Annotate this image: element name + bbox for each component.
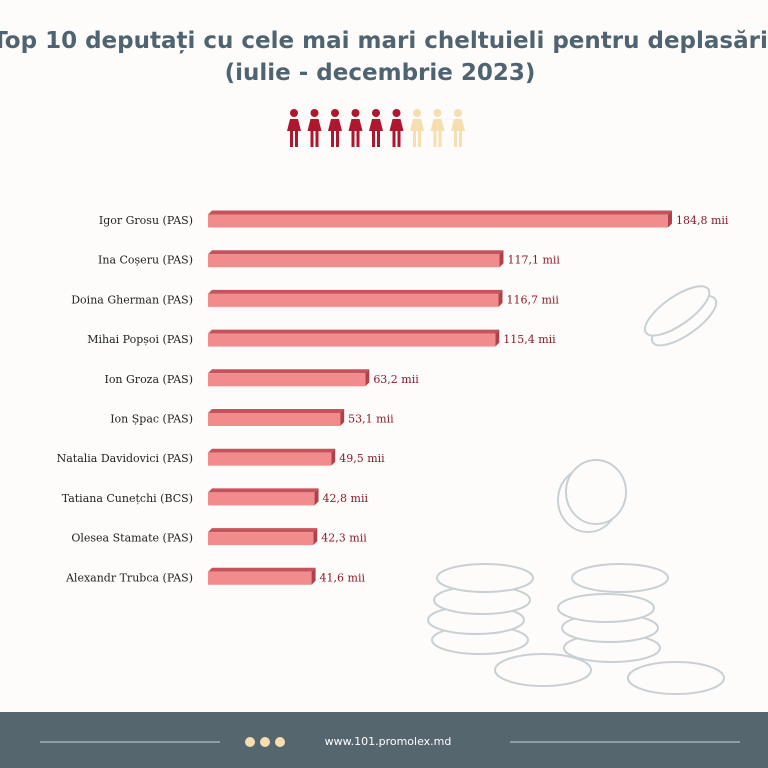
- footer-dot: [245, 737, 255, 747]
- bar-side: [311, 567, 316, 585]
- bar-top: [208, 369, 370, 374]
- category-label: Tatiana Cunețchi (BCS): [62, 492, 193, 505]
- category-label: Ina Coșeru (PAS): [98, 254, 193, 267]
- value-label: 117,1 mii: [507, 254, 560, 267]
- value-label: 116,7 mii: [506, 293, 559, 306]
- bar: [208, 333, 496, 347]
- footer-bar: [0, 712, 768, 768]
- value-label: 41,6 mii: [320, 571, 366, 584]
- category-label: Olesea Stamate (PAS): [71, 532, 193, 545]
- category-label: Alexandr Trubca (PAS): [65, 571, 193, 584]
- person-body: [307, 119, 322, 147]
- person-body: [389, 119, 404, 147]
- bar: [208, 214, 668, 228]
- bar-top: [208, 448, 336, 453]
- person-head: [331, 109, 339, 117]
- bar-side: [314, 488, 319, 506]
- person-head: [372, 109, 380, 117]
- person-head: [310, 109, 319, 117]
- bar-side: [499, 250, 504, 268]
- footer-dot: [275, 737, 285, 747]
- chart-subtitle: (iulie - decembrie 2023): [225, 60, 536, 86]
- bar-side: [365, 369, 370, 387]
- bar-side: [313, 528, 318, 546]
- category-label: Igor Grosu (PAS): [99, 214, 193, 227]
- category-label: Mihai Popșoi (PAS): [87, 333, 193, 346]
- category-label: Doina Gherman (PAS): [71, 293, 193, 306]
- bar: [208, 373, 366, 387]
- person-body: [430, 119, 445, 147]
- value-label: 63,2 mii: [373, 373, 419, 386]
- bar: [208, 254, 500, 268]
- bar-top: [208, 329, 500, 334]
- bar-group: [208, 528, 318, 546]
- bar: [208, 571, 312, 585]
- person-body: [369, 119, 383, 147]
- person-head: [392, 109, 401, 117]
- bar-top: [208, 289, 503, 294]
- bar-group: [208, 409, 345, 426]
- person-body: [348, 119, 363, 147]
- bar-group: [208, 448, 336, 466]
- bar-group: [208, 289, 503, 307]
- person-head: [433, 109, 442, 117]
- bar: [208, 413, 341, 426]
- category-label: Ion Groza (PAS): [104, 373, 193, 386]
- person-body: [451, 119, 465, 147]
- people-icons: [287, 109, 465, 147]
- value-label: 42,3 mii: [321, 532, 367, 545]
- footer-url: www.101.promolex.md: [325, 735, 452, 748]
- bar-group: [208, 567, 316, 585]
- bar-group: [208, 250, 504, 268]
- person-head: [413, 109, 421, 117]
- bar: [208, 452, 332, 466]
- person-head: [454, 109, 462, 117]
- person-body: [287, 119, 301, 147]
- bar-side: [340, 409, 345, 426]
- footer-dot: [260, 737, 270, 747]
- value-label: 42,8 mii: [323, 492, 369, 505]
- bar-side: [331, 448, 336, 466]
- value-label: 184,8 mii: [676, 214, 729, 227]
- bar-top: [208, 250, 504, 255]
- bar-side: [668, 210, 672, 228]
- value-label: 53,1 mii: [348, 413, 394, 426]
- bar-top: [208, 528, 318, 533]
- person-body: [328, 119, 342, 147]
- person-head: [351, 109, 360, 117]
- category-label: Natalia Davidovici (PAS): [57, 452, 193, 465]
- chart-title: Top 10 deputați cu cele mai mari cheltui…: [0, 28, 768, 54]
- person-head: [290, 109, 298, 117]
- bar: [208, 492, 315, 506]
- bar-group: [208, 210, 672, 228]
- bar-group: [208, 329, 500, 347]
- bar: [208, 293, 499, 307]
- bar-side: [495, 329, 500, 347]
- bar-top: [208, 210, 672, 215]
- bar-group: [208, 488, 319, 506]
- value-label: 49,5 mii: [339, 452, 385, 465]
- category-label: Ion Șpac (PAS): [110, 413, 193, 426]
- decoration-coins: [427, 285, 725, 695]
- bar: [208, 532, 314, 546]
- person-body: [410, 119, 424, 147]
- bar-top: [208, 567, 316, 572]
- value-label: 115,4 mii: [503, 333, 556, 346]
- bar-top: [208, 409, 345, 413]
- bar-top: [208, 488, 319, 493]
- bar-side: [498, 289, 503, 307]
- bar-group: [208, 369, 370, 387]
